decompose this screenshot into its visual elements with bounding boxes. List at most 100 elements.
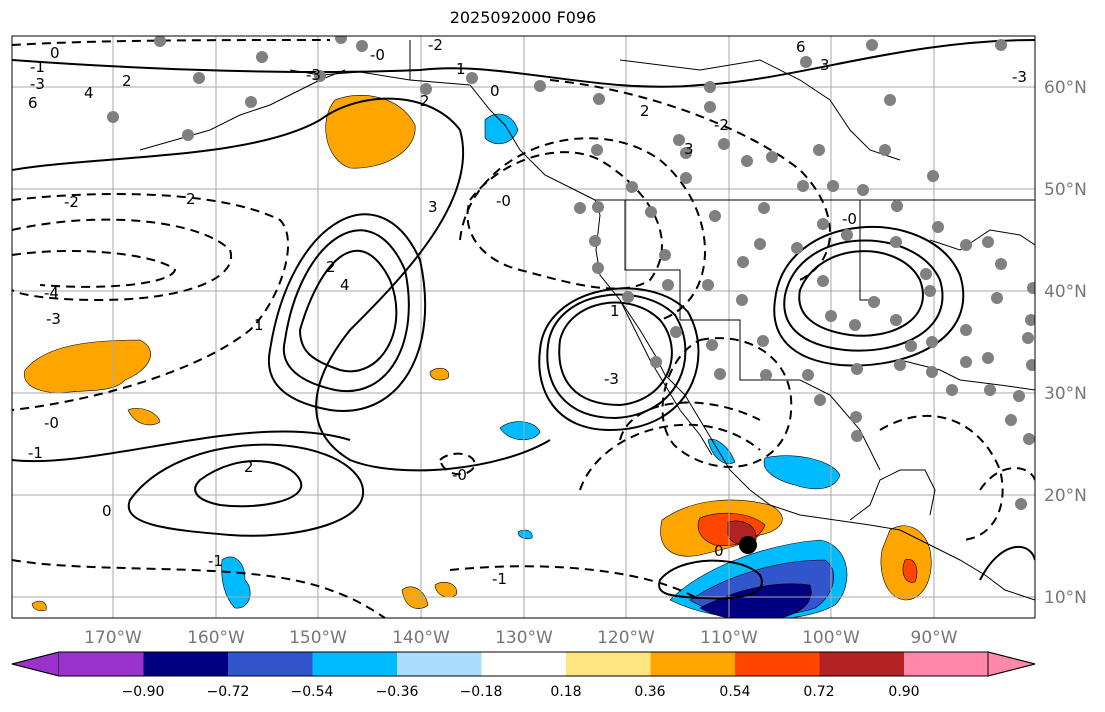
contour-label: -0: [452, 466, 467, 484]
latitude-labels: 60°N 50°N 40°N 30°N 20°N 10°N: [1044, 78, 1087, 608]
contour-label: -2: [714, 116, 729, 134]
contour-label: 1: [254, 316, 264, 334]
colorbar-segment: [228, 652, 313, 676]
contour-label: -2: [64, 193, 79, 211]
contour-label: -3: [30, 75, 45, 93]
station-markers: [107, 36, 1035, 510]
orange-blob-west-pacific: [24, 339, 151, 393]
orange-blob-gulf-of-alaska: [325, 95, 416, 169]
lon-tick-label: 100°W: [802, 628, 860, 648]
colorbar-left-arrow: [11, 651, 60, 677]
contour-label: 0: [50, 44, 60, 62]
colorbar-label: −0.36: [376, 684, 419, 700]
cyan-blob-baja: [763, 455, 841, 490]
colorbar-segment: [312, 652, 397, 676]
contour-label: 4: [84, 84, 94, 102]
contour-label: 2: [640, 102, 650, 120]
colorbar-label: −0.72: [207, 684, 250, 700]
contour-label: 6: [796, 38, 806, 56]
orange-blob-south-3: [31, 600, 47, 612]
contour-label: 2: [244, 458, 254, 476]
map-panel: 0 -1 -3 6 4 2 -2 -4 -3 -0 -1 2 4 3 2 1 -…: [12, 36, 1035, 618]
contour-label: -4: [44, 284, 59, 302]
lon-tick-label: 110°W: [700, 628, 758, 648]
contour-label: 3: [820, 56, 830, 74]
graticule: [12, 36, 1035, 618]
contour-label: -1: [492, 570, 507, 588]
contour-label: 6: [28, 94, 38, 112]
contour-label: 2: [420, 92, 430, 110]
lat-tick-label: 20°N: [1044, 486, 1087, 506]
colorbar-outline: [11, 651, 1036, 677]
colorbar-label: 0.54: [719, 684, 750, 700]
colorbar-segment: [143, 652, 228, 676]
colorbar-label: −0.90: [122, 684, 165, 700]
contour-label: 1: [456, 60, 466, 78]
lat-tick-label: 40°N: [1044, 282, 1087, 302]
colorbar-label: 0.18: [550, 684, 581, 700]
colorbar: [11, 651, 1036, 677]
contour-label: 3: [428, 198, 438, 216]
colorbar-segment: [397, 652, 482, 676]
contour-label: 0: [102, 502, 112, 520]
contour-label: 4: [340, 276, 350, 294]
colorbar-labels: −0.90 −0.72 −0.54 −0.36 −0.18 0.18 0.36 …: [122, 684, 920, 700]
orange-blob-small-west: [127, 408, 161, 426]
lon-tick-label: 130°W: [495, 628, 553, 648]
contour-label: -3: [1012, 68, 1027, 86]
orange-blob-hawaii: [429, 367, 449, 381]
contour-label: 2: [186, 190, 196, 208]
contour-label: -2: [428, 36, 443, 54]
contour-label: -3: [306, 66, 321, 84]
colorbar-segment: [819, 652, 904, 676]
lat-tick-label: 50°N: [1044, 180, 1087, 200]
contour-label: 2: [122, 72, 132, 90]
contour-label: -0: [370, 46, 385, 64]
contour-label: -1: [30, 58, 45, 76]
contour-label: -3: [604, 370, 619, 388]
contour-labels: 0 -1 -3 6 4 2 -2 -4 -3 -0 -1 2 4 3 2 1 -…: [28, 36, 1027, 588]
cyan-blob-bc-coast: [484, 113, 519, 145]
colorbar-segment: [650, 652, 735, 676]
contour-label: 0: [490, 82, 500, 100]
lon-tick-label: 90°W: [911, 628, 958, 648]
contour-label: -0: [496, 192, 511, 210]
colorbar-right-arrow: [987, 651, 1036, 677]
map-title: 2025092000 F096: [449, 8, 597, 27]
colorbar-segment: [59, 652, 144, 676]
contour-label: -0: [842, 210, 857, 228]
lon-tick-label: 160°W: [187, 628, 245, 648]
longitude-labels: 170°W 160°W 150°W 140°W 130°W 120°W 110°…: [84, 628, 958, 648]
contour-label: 2: [326, 258, 336, 276]
colorbar-label: 0.72: [803, 684, 834, 700]
shaded-anomalies: [24, 95, 932, 618]
colorbar-label: −0.54: [291, 684, 334, 700]
storm-center-marker: [739, 536, 757, 554]
lon-tick-label: 140°W: [392, 628, 450, 648]
colorbar-segment: [904, 652, 989, 676]
lon-tick-label: 120°W: [597, 628, 655, 648]
colorbar-label: −0.18: [460, 684, 503, 700]
map-frame: [11, 35, 1036, 619]
contour-label: -1: [208, 552, 223, 570]
colorbar-label: 0.90: [888, 684, 919, 700]
contour-label: 3: [684, 140, 694, 158]
contours-solid: [12, 39, 1035, 600]
contour-label: -3: [46, 310, 61, 328]
colorbar-label: 0.36: [634, 684, 665, 700]
lat-tick-label: 60°N: [1044, 78, 1087, 98]
cyan-blob-southwest: [221, 556, 251, 609]
colorbar-segment: [566, 652, 651, 676]
contour-label: 1: [610, 302, 620, 320]
cyan-blob-mid: [499, 421, 541, 441]
contour-label: -1: [28, 444, 43, 462]
lat-tick-label: 10°N: [1044, 588, 1087, 608]
colorbar-segment: [481, 652, 566, 676]
lon-tick-label: 150°W: [289, 628, 347, 648]
contour-label: -0: [44, 414, 59, 432]
contour-label: 0: [714, 542, 724, 560]
orange-blob-south-2: [434, 581, 457, 598]
red-blob-central-america: [902, 559, 918, 583]
lon-tick-label: 170°W: [84, 628, 142, 648]
